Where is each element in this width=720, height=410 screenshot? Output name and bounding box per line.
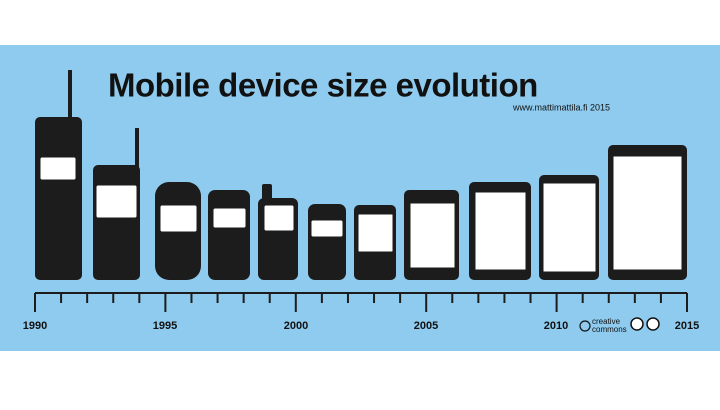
screen	[357, 213, 394, 253]
screen	[212, 207, 247, 229]
phone	[35, 117, 82, 280]
year-label: 2015	[675, 320, 699, 332]
credit: www.mattimattila.fi 2015	[512, 102, 610, 112]
phone	[93, 165, 140, 280]
screen	[409, 202, 456, 269]
screen	[39, 156, 77, 181]
year-label: 1995	[153, 320, 177, 332]
timeline	[34, 292, 688, 312]
screen	[263, 204, 295, 232]
screen	[612, 155, 683, 271]
year-label: 2010	[544, 320, 568, 332]
phone	[308, 204, 346, 280]
year-label: 2000	[284, 320, 308, 332]
screen	[474, 191, 527, 271]
phone	[208, 190, 250, 280]
license-text: commons	[592, 325, 627, 334]
screen	[159, 204, 198, 233]
antenna	[135, 128, 139, 168]
by-icon	[630, 317, 644, 331]
devices	[35, 70, 687, 280]
license-text: creative	[592, 317, 621, 326]
screen	[310, 219, 344, 238]
screen	[95, 184, 138, 219]
antenna	[262, 184, 272, 202]
title: Mobile device size evolution	[108, 67, 538, 104]
license-badge: creative commons	[579, 317, 660, 334]
nc-icon	[646, 317, 660, 331]
antenna	[68, 70, 72, 120]
year-label: 2005	[414, 320, 438, 332]
screen	[542, 182, 597, 273]
cc-icon	[579, 320, 591, 332]
year-label: 1990	[23, 320, 47, 332]
